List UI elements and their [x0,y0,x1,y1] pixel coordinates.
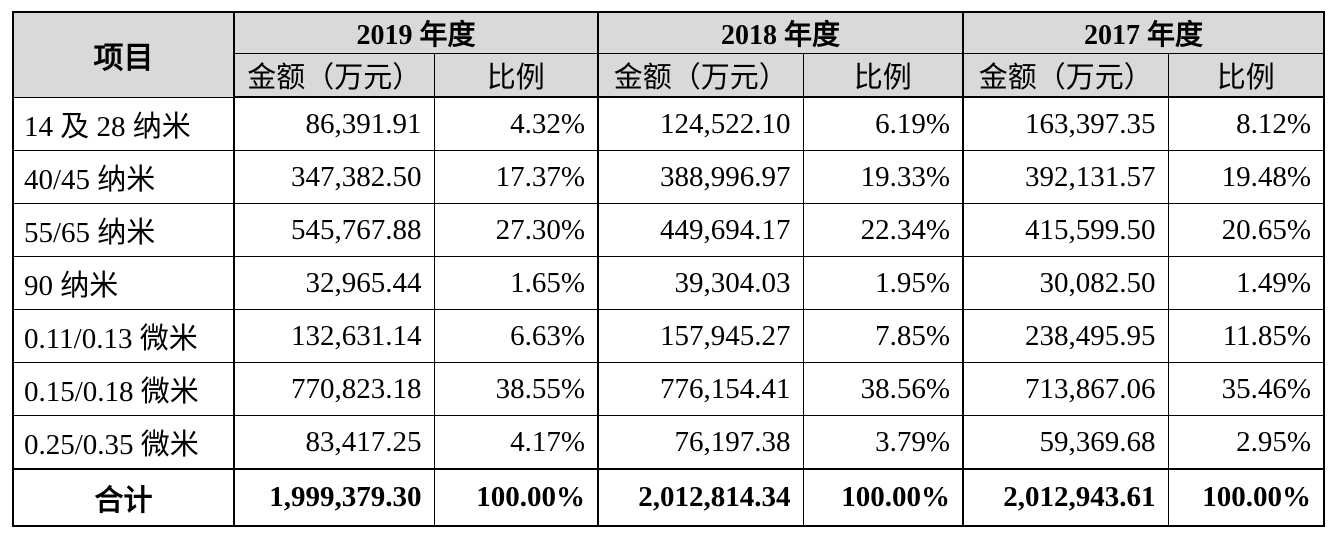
amount-cell: 76,197.38 [597,415,804,470]
total-ratio-cell: 100.00% [433,468,599,527]
row-label: 0.25/0.35 微米 [12,415,235,470]
ratio-cell: 20.65% [1167,203,1325,257]
table-header: 项目 2019 年度 2018 年度 2017 年度 金额（万元） 比例 金额（… [12,11,1325,98]
amount-cell: 132,631.14 [233,309,435,363]
header-amount: 金额（万元） [597,53,804,98]
ratio-cell: 1.65% [433,256,599,310]
ratio-cell: 1.95% [802,256,964,310]
header-item: 项目 [12,11,235,98]
amount-cell: 30,082.50 [962,256,1169,310]
total-ratio-cell: 100.00% [802,468,964,527]
header-year-2018: 2018 年度 [597,11,964,54]
amount-cell: 124,522.10 [597,96,804,151]
amount-cell: 388,996.97 [597,150,804,204]
table-row: 0.25/0.35 微米 83,417.25 4.17% 76,197.38 3… [12,415,1325,470]
header-year-2019: 2019 年度 [232,11,599,54]
row-label: 0.11/0.13 微米 [12,309,235,363]
table-row: 0.15/0.18 微米 770,823.18 38.55% 776,154.4… [12,362,1325,416]
table-row: 0.11/0.13 微米 132,631.14 6.63% 157,945.27… [12,309,1325,363]
total-amount-cell: 1,999,379.30 [233,468,435,527]
ratio-cell: 11.85% [1167,309,1325,363]
ratio-cell: 8.12% [1167,96,1325,151]
amount-cell: 238,495.95 [962,309,1169,363]
row-label: 90 纳米 [12,256,235,310]
ratio-cell: 3.79% [802,415,964,470]
ratio-cell: 7.85% [802,309,964,363]
amount-cell: 770,823.18 [233,362,435,416]
ratio-cell: 17.37% [433,150,599,204]
table-body: 14 及 28 纳米 86,391.91 4.32% 124,522.10 6.… [12,96,1325,527]
amount-cell: 59,369.68 [962,415,1169,470]
ratio-cell: 4.17% [433,415,599,470]
ratio-cell: 6.63% [433,309,599,363]
ratio-cell: 35.46% [1167,362,1325,416]
header-ratio: 比例 [802,53,964,98]
total-label: 合计 [12,468,235,527]
amount-cell: 347,382.50 [233,150,435,204]
amount-cell: 39,304.03 [597,256,804,310]
table-row: 55/65 纳米 545,767.88 27.30% 449,694.17 22… [12,203,1325,257]
ratio-cell: 1.49% [1167,256,1325,310]
amount-cell: 713,867.06 [962,362,1169,416]
table-row: 40/45 纳米 347,382.50 17.37% 388,996.97 19… [12,150,1325,204]
amount-cell: 449,694.17 [597,203,804,257]
amount-cell: 392,131.57 [962,150,1169,204]
amount-cell: 415,599.50 [962,203,1169,257]
ratio-cell: 19.48% [1167,150,1325,204]
row-label: 55/65 纳米 [12,203,235,257]
ratio-cell: 2.95% [1167,415,1325,470]
header-ratio: 比例 [1167,53,1325,98]
table-row: 90 纳米 32,965.44 1.65% 39,304.03 1.95% 30… [12,256,1325,310]
header-amount: 金额（万元） [233,53,435,98]
row-label: 0.15/0.18 微米 [12,362,235,416]
total-amount-cell: 2,012,943.61 [962,468,1169,527]
total-row: 合计 1,999,379.30 100.00% 2,012,814.34 100… [12,468,1325,527]
ratio-cell: 19.33% [802,150,964,204]
ratio-cell: 27.30% [433,203,599,257]
amount-cell: 776,154.41 [597,362,804,416]
row-label: 40/45 纳米 [12,150,235,204]
amount-cell: 86,391.91 [233,96,435,151]
ratio-cell: 38.56% [802,362,964,416]
header-year-2017: 2017 年度 [962,11,1325,54]
ratio-cell: 6.19% [802,96,964,151]
row-label: 14 及 28 纳米 [12,96,235,151]
total-ratio-cell: 100.00% [1167,468,1325,527]
amount-cell: 163,397.35 [962,96,1169,151]
ratio-cell: 4.32% [433,96,599,151]
header-amount: 金额（万元） [962,53,1169,98]
amount-cell: 83,417.25 [233,415,435,470]
total-amount-cell: 2,012,814.34 [597,468,804,527]
amount-cell: 545,767.88 [233,203,435,257]
table-row: 14 及 28 纳米 86,391.91 4.32% 124,522.10 6.… [12,96,1325,151]
header-ratio: 比例 [433,53,599,98]
amount-cell: 32,965.44 [233,256,435,310]
revenue-by-process-table: 项目 2019 年度 2018 年度 2017 年度 金额（万元） 比例 金额（… [12,11,1326,527]
amount-cell: 157,945.27 [597,309,804,363]
ratio-cell: 38.55% [433,362,599,416]
ratio-cell: 22.34% [802,203,964,257]
